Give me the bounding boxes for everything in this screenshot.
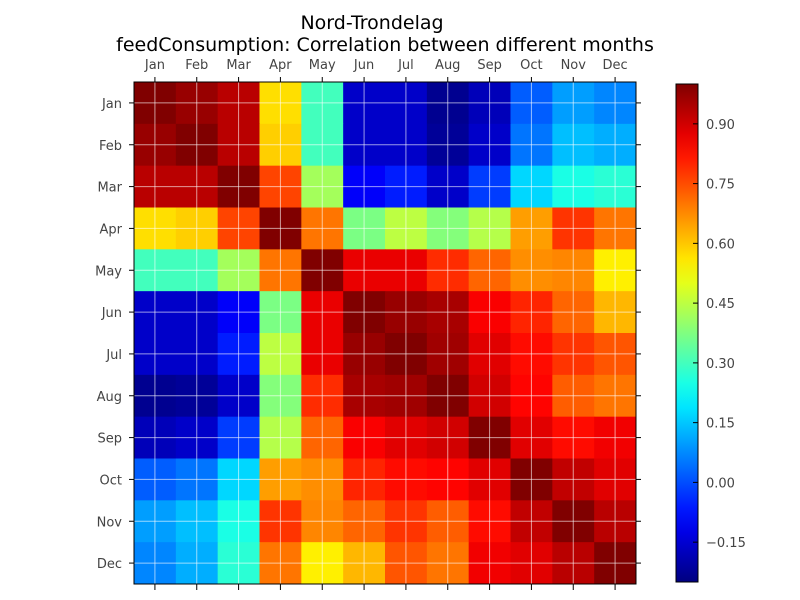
colorbar: 0.90 0.75 0.60 0.45 0.30 0.15 0.00 −0.15	[675, 83, 746, 583]
y-tick-label: Jan	[101, 97, 122, 112]
colorbar-tick-label: 0.15	[706, 417, 735, 432]
y-tick-label: Aug	[97, 390, 122, 405]
chart-subtitle: feedConsumption: Correlation between dif…	[116, 34, 654, 56]
y-tick-label: Jun	[101, 306, 122, 321]
x-tick-label: Jul	[397, 58, 414, 73]
y-tick-label: Oct	[100, 473, 122, 488]
heatmap-grid	[134, 82, 636, 584]
x-tick-label: May	[309, 58, 336, 73]
x-tick-label: Nov	[561, 58, 587, 73]
y-tick-label: Sep	[97, 432, 122, 447]
x-tick-label: Mar	[226, 58, 251, 73]
x-tick-label: Oct	[520, 58, 542, 73]
y-tick-label: Dec	[97, 557, 122, 572]
heatmap-cells	[134, 82, 637, 585]
x-tick-label: Dec	[603, 58, 628, 73]
colorbar-gradient	[675, 83, 699, 583]
chart-title: Nord-Trondelag	[300, 12, 443, 34]
y-tick-labels: Jan Feb Mar Apr May Jun Jul Aug Sep Oct Nov Dec	[95, 97, 123, 572]
heatmap-ticks	[129, 77, 641, 590]
y-tick-label: Jul	[105, 348, 122, 363]
colorbar-tick-label: 0.75	[706, 178, 735, 193]
y-tick-label: Apr	[100, 222, 123, 237]
x-tick-label: Jan	[144, 58, 165, 73]
y-tick-label: Mar	[97, 181, 122, 196]
x-tick-labels: Jan Feb Mar Apr May Jun Jul Aug Sep Oct Nov Dec	[144, 58, 628, 73]
colorbar-tick-label: 0.45	[706, 297, 735, 312]
x-tick-label: Feb	[185, 58, 208, 73]
x-tick-label: Jun	[353, 58, 374, 73]
colorbar-tick-label: 0.90	[706, 118, 735, 133]
y-tick-label: May	[95, 264, 122, 279]
heatmap-frame	[133, 81, 637, 585]
y-tick-label: Feb	[99, 139, 122, 154]
colorbar-tick-label: −0.15	[706, 536, 746, 551]
x-tick-label: Apr	[269, 58, 292, 73]
colorbar-tick-label: 0.60	[706, 237, 735, 252]
y-tick-label: Nov	[97, 515, 123, 530]
colorbar-tick-label: 0.30	[706, 357, 735, 372]
colorbar-tick-label: 0.00	[706, 476, 735, 491]
x-tick-label: Sep	[477, 58, 502, 73]
x-tick-label: Aug	[435, 58, 460, 73]
